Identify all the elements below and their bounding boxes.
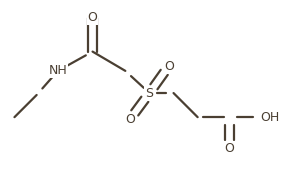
Text: OH: OH: [260, 111, 280, 124]
Text: S: S: [146, 87, 153, 100]
Text: O: O: [164, 60, 174, 73]
Text: O: O: [125, 113, 135, 125]
Text: O: O: [225, 142, 234, 155]
Text: NH: NH: [49, 64, 67, 77]
Text: O: O: [88, 11, 98, 24]
